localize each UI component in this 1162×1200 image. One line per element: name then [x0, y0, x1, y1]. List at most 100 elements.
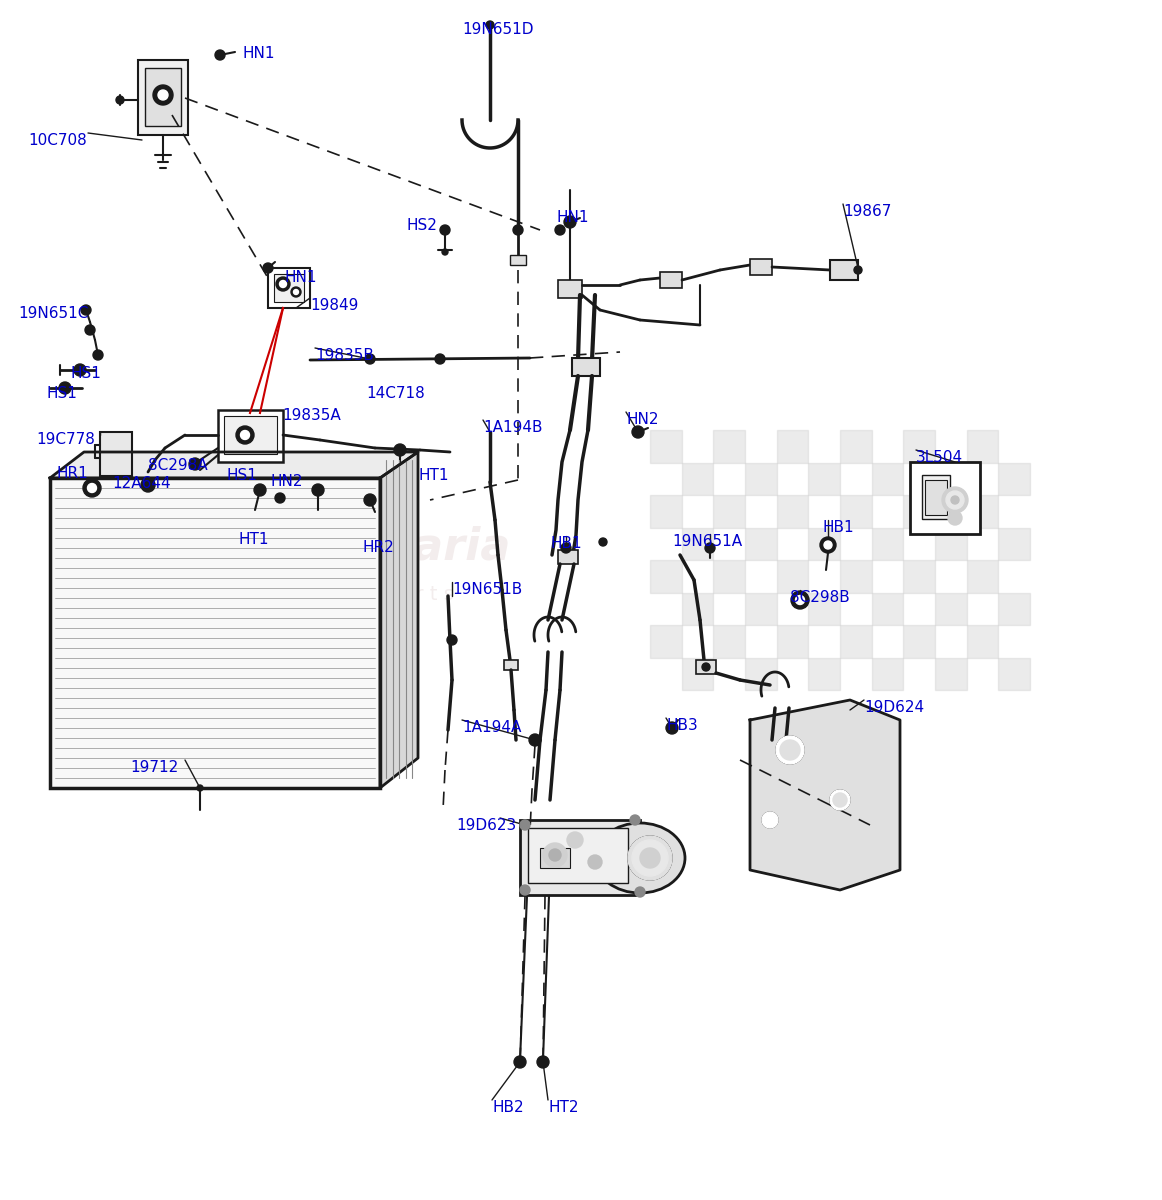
Text: HB3: HB3	[666, 718, 697, 733]
Circle shape	[588, 854, 602, 869]
Bar	[809, 593, 840, 625]
Circle shape	[796, 595, 804, 605]
Bar	[935, 528, 967, 560]
Circle shape	[951, 496, 959, 504]
Circle shape	[440, 226, 450, 235]
Text: 19712: 19712	[130, 760, 178, 775]
Bar	[840, 625, 872, 658]
Circle shape	[780, 740, 799, 760]
Bar	[749, 259, 772, 275]
Bar	[809, 528, 840, 560]
Bar	[510, 254, 526, 265]
Circle shape	[762, 812, 779, 828]
Bar	[935, 593, 967, 625]
Bar	[528, 828, 627, 883]
Circle shape	[364, 494, 376, 506]
Text: HT2: HT2	[548, 1100, 579, 1115]
Bar	[998, 593, 1030, 625]
Circle shape	[275, 493, 285, 503]
Circle shape	[854, 266, 862, 274]
Text: 1A194B: 1A194B	[483, 420, 543, 434]
Bar	[713, 625, 745, 658]
Text: HB1: HB1	[550, 536, 582, 551]
Circle shape	[74, 364, 86, 376]
Bar	[872, 462, 903, 494]
Circle shape	[627, 836, 672, 880]
Circle shape	[59, 382, 71, 394]
Circle shape	[116, 96, 124, 104]
Text: 19867: 19867	[842, 204, 891, 218]
Bar	[650, 494, 682, 528]
Bar	[100, 432, 132, 476]
Text: HT1: HT1	[418, 468, 449, 482]
Circle shape	[93, 350, 103, 360]
Circle shape	[141, 478, 155, 492]
Circle shape	[632, 426, 644, 438]
Circle shape	[762, 812, 779, 828]
Bar	[903, 494, 935, 528]
Bar	[558, 550, 578, 564]
Circle shape	[948, 511, 962, 526]
Circle shape	[632, 840, 668, 876]
Text: HN2: HN2	[626, 412, 659, 427]
Text: 3L504: 3L504	[916, 450, 963, 464]
Text: 19D623: 19D623	[456, 818, 516, 833]
Text: 19N651B: 19N651B	[452, 582, 522, 596]
Text: 19D624: 19D624	[865, 700, 924, 715]
Bar	[540, 848, 571, 868]
Circle shape	[537, 1056, 548, 1068]
Circle shape	[153, 85, 173, 104]
Circle shape	[158, 90, 168, 100]
Bar	[830, 260, 858, 280]
Text: HR1: HR1	[56, 466, 88, 481]
Circle shape	[627, 836, 672, 880]
Circle shape	[833, 793, 847, 806]
Polygon shape	[50, 452, 418, 478]
Circle shape	[85, 325, 95, 335]
Bar	[745, 593, 776, 625]
Circle shape	[215, 50, 225, 60]
Text: HB2: HB2	[492, 1100, 524, 1115]
Circle shape	[567, 832, 583, 848]
Text: 8C298B: 8C298B	[790, 590, 849, 605]
Circle shape	[521, 820, 530, 830]
Text: HN1: HN1	[285, 270, 317, 284]
Text: 1A194A: 1A194A	[462, 720, 522, 734]
Circle shape	[280, 281, 287, 288]
Bar	[682, 593, 713, 625]
Bar	[682, 462, 713, 494]
Circle shape	[555, 226, 565, 235]
Circle shape	[820, 538, 835, 553]
Bar	[967, 494, 998, 528]
Bar	[967, 430, 998, 462]
Text: HS1: HS1	[70, 366, 101, 382]
Text: 14C718: 14C718	[366, 386, 425, 401]
Text: eCURaria: eCURaria	[280, 526, 510, 569]
Bar	[935, 462, 967, 494]
Text: 8C298A: 8C298A	[148, 458, 208, 473]
Circle shape	[447, 635, 457, 646]
Circle shape	[561, 542, 571, 553]
Bar	[776, 625, 809, 658]
Circle shape	[830, 790, 849, 810]
Circle shape	[630, 815, 640, 826]
Text: 19N651A: 19N651A	[672, 534, 743, 550]
Bar	[682, 528, 713, 560]
Bar	[696, 660, 716, 674]
Circle shape	[236, 426, 254, 444]
Circle shape	[830, 790, 849, 810]
Bar	[274, 274, 304, 302]
Bar	[998, 462, 1030, 494]
Bar	[998, 658, 1030, 690]
Bar	[840, 494, 872, 528]
Bar	[903, 560, 935, 593]
Circle shape	[435, 354, 445, 364]
Circle shape	[598, 538, 607, 546]
Bar	[872, 658, 903, 690]
Circle shape	[946, 491, 964, 509]
Circle shape	[198, 785, 203, 791]
Circle shape	[254, 484, 266, 496]
Polygon shape	[380, 452, 418, 788]
Circle shape	[313, 484, 324, 496]
Text: 19N651C: 19N651C	[17, 306, 88, 320]
